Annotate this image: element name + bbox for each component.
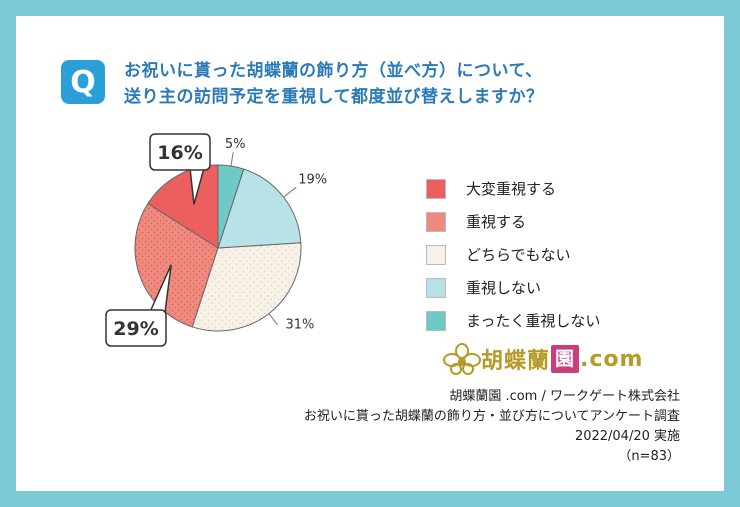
q-badge: Q (61, 60, 105, 104)
card (16, 16, 724, 491)
pie-slice-texture-neutral (192, 242, 302, 332)
pie-pointers (105, 133, 297, 347)
legend-item-not-at-all: まったく重視しない (426, 304, 600, 337)
legend-item-neutral: どちらでもない (426, 238, 600, 271)
question-line-2: 送り主の訪問予定を重視して都度並び替えしますか？ (124, 87, 544, 107)
footer-line-3: 2022/04/20 実施 (574, 429, 680, 444)
survey-footer: 胡蝶蘭園 .com / ワークゲート株式会社 お祝いに貰った胡蝶蘭の飾り方・並び… (304, 387, 680, 467)
question-line-1: お祝いに貰った胡蝶蘭の飾り方（並べ方）について、 (124, 61, 543, 81)
pie-label-not-at-all: 5% (225, 137, 246, 152)
leader-line-neutral (268, 313, 278, 325)
pie-label-neutral: 31% (285, 318, 314, 333)
pie-slices (134, 164, 302, 332)
pie-callout-very-important-box (149, 133, 211, 171)
brand-logo: 胡蝶蘭 園 .com (443, 342, 643, 376)
brand-name-part2: .com (580, 346, 644, 372)
footer-line-1: 胡蝶蘭園 .com / ワークゲート株式会社 (449, 389, 680, 404)
footer-line-4: （n=83） (618, 449, 680, 464)
pie-callout-important-label: 29% (113, 318, 158, 340)
footer-line-2: お祝いに貰った胡蝶蘭の飾り方・並び方についてアンケート調査 (303, 409, 680, 424)
pie-callout-very-important-label: 16% (157, 142, 202, 164)
question-title: お祝いに貰った胡蝶蘭の飾り方（並べ方）について、 送り主の訪問予定を重視して都度… (124, 58, 714, 110)
pie-callout-important-box (105, 309, 167, 347)
pie-labels: 31% 19% 5% 16% 29% (113, 137, 327, 340)
pie-slice-texture-important (134, 203, 218, 327)
legend-swatch (426, 277, 446, 298)
legend-swatch (426, 178, 446, 199)
brand-name-boxed: 園 (551, 345, 580, 373)
legend: 大変重視する 重視する どちらでもない 重視しない まったく重視しない (426, 172, 600, 337)
legend-swatch (426, 211, 446, 232)
pie-slice-very-important (147, 164, 219, 249)
legend-item-not-important: 重視しない (426, 271, 600, 304)
brand-name-part1: 胡蝶蘭 (481, 349, 551, 374)
legend-label: どちらでもない (466, 246, 571, 264)
brand-name: 胡蝶蘭 園 .com (481, 343, 643, 375)
legend-label: 重視しない (466, 279, 542, 297)
legend-label: 大変重視する (466, 180, 557, 198)
orchid-logo-icon (443, 343, 481, 375)
leader-line-not-important (283, 186, 297, 198)
legend-item-important: 重視する (426, 205, 600, 238)
legend-swatch (426, 244, 446, 265)
legend-swatch (426, 310, 446, 331)
pie-label-not-important: 19% (298, 172, 327, 187)
legend-item-very-important: 大変重視する (426, 172, 600, 205)
leader-line-not-at-all (230, 152, 234, 167)
legend-label: まったく重視しない (466, 312, 601, 330)
legend-label: 重視する (466, 213, 527, 231)
